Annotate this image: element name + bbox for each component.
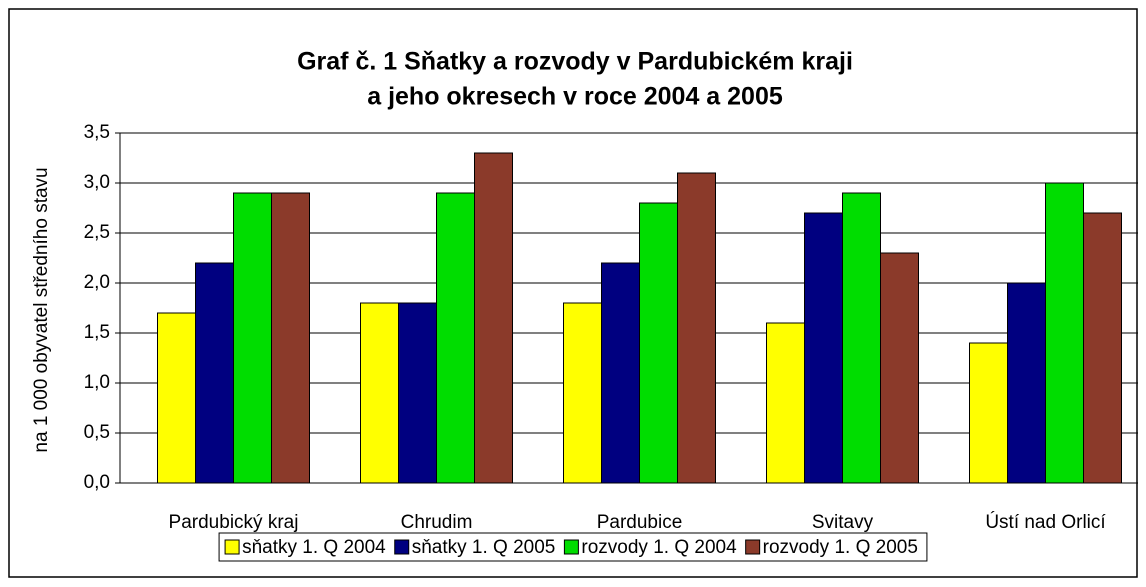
legend-label: sňatky 1. Q 2005 [412,537,556,558]
bar [398,302,437,484]
bar [1083,212,1122,484]
bar [639,202,678,484]
bar [601,262,640,484]
legend-swatch [563,539,579,555]
legend-label: rozvody 1. Q 2004 [581,537,737,558]
x-tick-label: Pardubický kraj [169,512,299,533]
legend-label: rozvody 1. Q 2005 [763,537,918,558]
y-tick-label: 0,0 [84,472,110,493]
bar [360,302,399,484]
x-tick-label: Chrudim [401,512,473,533]
x-tick-label: Pardubice [597,512,683,533]
bar [880,252,919,484]
bar [1045,182,1084,484]
legend-swatch [745,539,761,555]
bar [677,172,716,484]
bar [842,192,881,484]
bar [804,212,843,484]
bar [969,342,1008,484]
x-tick-label: Svitavy [812,512,874,533]
legend-swatch [394,539,410,555]
bar [233,192,272,484]
bar [436,192,475,484]
bar [195,262,234,484]
bar [271,192,310,484]
bar [1007,282,1046,484]
y-tick-label: 2,0 [84,272,110,293]
y-tick-label: 3,0 [84,172,110,193]
bar [157,312,196,484]
legend-label: sňatky 1. Q 2004 [242,537,386,558]
y-tick-label: 1,5 [84,322,110,343]
y-tick-label: 1,0 [84,372,110,393]
legend-swatch [224,539,240,555]
y-tick-label: 2,5 [84,222,110,243]
bar [474,152,513,484]
y-tick-label: 0,5 [84,422,110,443]
bar [563,302,602,484]
y-axis-label: na 1 000 obyvatel středního stavu [31,167,52,452]
chart-title: a jeho okresech v roce 2004 a 2005 [367,83,783,111]
y-tick-label: 3,5 [84,122,110,143]
x-tick-label: Ústí nad Orlicí [985,511,1106,533]
bar [766,322,805,484]
chart-title: Graf č. 1 Sňatky a rozvody v Pardubickém… [297,48,853,76]
